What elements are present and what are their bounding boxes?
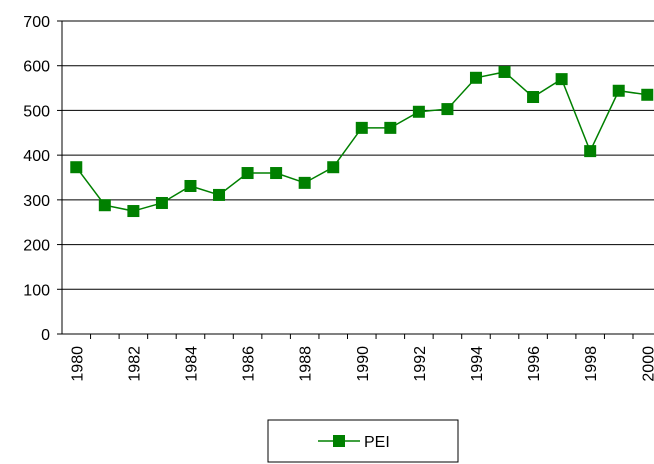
marker	[612, 84, 625, 97]
y-tick-label: 600	[23, 59, 50, 76]
x-tick-label: 2000	[640, 346, 654, 382]
y-tick-label: 200	[23, 238, 50, 255]
marker	[641, 88, 654, 101]
legend-box	[267, 419, 459, 463]
x-tick-label: 1990	[355, 346, 372, 382]
marker	[412, 105, 425, 118]
y-tick-label: 400	[23, 148, 50, 165]
x-tick-label: 1994	[469, 346, 486, 382]
marker	[527, 91, 540, 104]
marker	[355, 121, 368, 134]
marker	[298, 176, 311, 189]
marker	[327, 161, 340, 174]
marker	[555, 73, 568, 86]
marker	[469, 71, 482, 84]
marker	[70, 161, 83, 174]
marker	[241, 167, 254, 180]
legend-label: PEI	[364, 434, 390, 451]
marker	[155, 196, 168, 209]
x-tick-label: 1986	[241, 346, 258, 382]
y-tick-label: 500	[23, 103, 50, 120]
y-tick-label: 0	[41, 327, 50, 344]
x-tick-label: 1996	[526, 346, 543, 382]
x-tick-label: 1984	[183, 346, 200, 382]
marker	[184, 179, 197, 192]
marker	[213, 188, 226, 201]
legend-marker	[333, 435, 345, 447]
marker	[498, 65, 511, 78]
y-tick-label: 300	[23, 193, 50, 210]
marker	[584, 145, 597, 158]
x-tick-label: 1992	[412, 346, 429, 382]
marker	[384, 121, 397, 134]
y-tick-label: 700	[23, 14, 50, 31]
x-tick-label: 1982	[126, 346, 143, 382]
marker	[270, 167, 283, 180]
y-tick-label: 100	[23, 282, 50, 299]
x-tick-label: 1998	[583, 346, 600, 382]
x-tick-label: 1980	[69, 346, 86, 382]
marker	[127, 205, 140, 218]
marker	[98, 199, 111, 212]
x-tick-label: 1988	[298, 346, 315, 382]
marker	[441, 103, 454, 116]
line	[75, 71, 648, 212]
